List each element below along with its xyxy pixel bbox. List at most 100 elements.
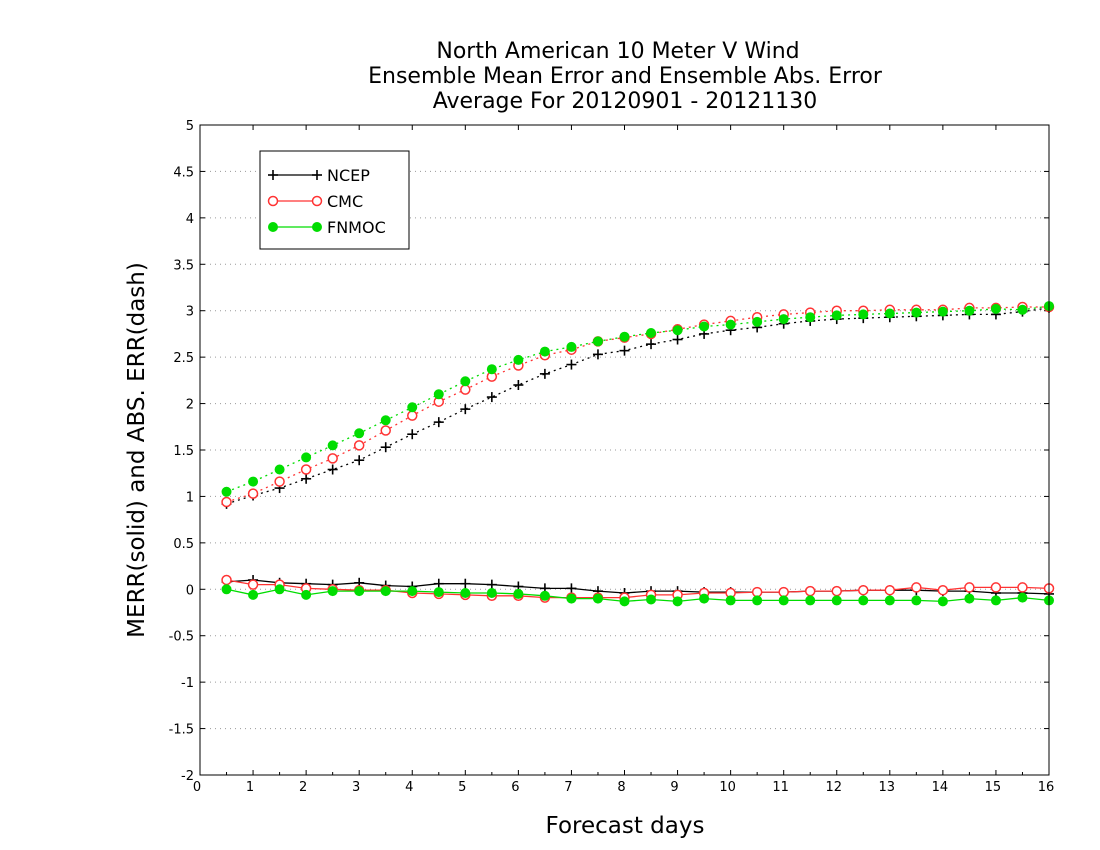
series-ncep-abs-err-point: [327, 464, 338, 475]
series-ncep-abs-err-point: [460, 404, 471, 415]
series-fnmoc-merr-point: [380, 586, 391, 597]
legend-marker-cmc: [267, 195, 279, 207]
series-fnmoc-abs-err-point: [486, 364, 497, 375]
legend-label-fnmoc: FNMOC: [327, 218, 386, 237]
series-cmc-merr-point: [778, 586, 789, 598]
y-tick-label: 0.5: [173, 537, 194, 552]
series-fnmoc-merr-point: [752, 595, 763, 606]
series-fnmoc-abs-err-point: [699, 321, 710, 332]
legend: NCEP CMC FNMOC: [259, 150, 410, 250]
series-fnmoc-abs-err-point: [752, 316, 763, 327]
y-tick-label: -1: [181, 676, 194, 691]
series-fnmoc-merr-point: [805, 595, 816, 606]
y-tick-label: 1.5: [173, 444, 194, 459]
series-fnmoc-abs-err-point: [884, 308, 895, 319]
series-ncep-merr-line: [226, 579, 1050, 595]
series-fnmoc-abs-err-point: [990, 303, 1001, 314]
series-fnmoc-abs-err-point: [937, 306, 948, 317]
series-cmc-abs-err-point: [460, 384, 471, 395]
plot-series: [221, 301, 1055, 607]
series-fnmoc-abs-err-point: [672, 325, 683, 336]
legend-item-cmc: CMC: [267, 192, 363, 211]
series-fnmoc-abs-err-point: [831, 310, 842, 321]
series-ncep-abs-err-point: [407, 429, 418, 440]
series-cmc-abs-err-line: [226, 306, 1049, 503]
x-tick-label: 1: [246, 780, 254, 795]
series-fnmoc-merr-point: [354, 586, 365, 597]
series-fnmoc-abs-err-point: [566, 341, 577, 352]
series-ncep-abs-err-point: [672, 334, 683, 345]
series-fnmoc-abs-err-point: [327, 440, 338, 451]
series-cmc-merr-point: [911, 582, 922, 593]
legend-box: [259, 150, 410, 250]
series-fnmoc-abs-err-point: [460, 376, 471, 387]
series-fnmoc-abs-err-point: [407, 402, 418, 413]
series-fnmoc-abs-err-point: [592, 336, 603, 347]
series-cmc-merr-point: [831, 585, 842, 597]
series-fnmoc-merr-point: [672, 596, 683, 607]
series-fnmoc-merr-point: [646, 594, 657, 605]
legend-marker-fnmoc: [312, 222, 322, 232]
series-ncep-abs-err-point: [592, 349, 603, 360]
series-fnmoc-merr-point: [433, 587, 444, 598]
y-tick-label: 0: [186, 583, 194, 598]
x-tick-label: 2: [299, 780, 307, 795]
series-fnmoc-merr-point: [699, 593, 710, 604]
x-tick-label: 6: [511, 780, 519, 795]
series-fnmoc-abs-err-point: [274, 464, 285, 475]
series-cmc-abs-err-point: [327, 453, 338, 464]
legend-item-ncep: NCEP: [268, 166, 370, 185]
x-tick-label: 3: [352, 780, 360, 795]
series-fnmoc-abs-err-point: [858, 309, 869, 320]
series-fnmoc-merr-point: [858, 595, 869, 606]
x-tick-labels: 0 1 2 3 4 5 6 7 8 9 10 11 12 13 14 15 16: [193, 780, 1054, 795]
series-fnmoc-merr-point: [778, 595, 789, 606]
series-cmc-merr-point: [1017, 582, 1028, 593]
series-ncep-abs-err-point: [354, 455, 365, 466]
series-fnmoc-abs-err-point: [619, 331, 630, 342]
x-tick-label: 11: [772, 780, 789, 795]
series-ncep-abs-err-point: [486, 392, 497, 403]
y-tick-label: 2: [186, 398, 194, 413]
legend-item-fnmoc: FNMOC: [268, 218, 386, 237]
series-cmc-merr-point: [247, 579, 259, 590]
x-tick-label: 13: [879, 780, 896, 795]
y-tick-label: 4.5: [173, 165, 194, 180]
series-ncep-abs-err-point: [301, 473, 312, 484]
y-gridlines: [200, 170, 1049, 730]
series-cmc-abs-err-point: [380, 425, 391, 436]
x-tick-label: 10: [719, 780, 736, 795]
series-fnmoc-abs-err-point: [725, 319, 736, 330]
series-cmc-merr-point: [937, 584, 949, 596]
legend-marker-ncep: [312, 170, 322, 180]
x-tick-label: 12: [825, 780, 842, 795]
series-fnmoc-merr-point: [725, 595, 736, 606]
x-tick-label: 15: [985, 780, 1002, 795]
series-fnmoc-abs-err-point: [513, 354, 524, 365]
series-cmc-merr-point: [221, 574, 232, 586]
series-fnmoc: [221, 301, 1054, 607]
series-fnmoc-abs-err-point: [778, 314, 789, 325]
series-fnmoc-abs-err-point: [539, 346, 550, 357]
series-cmc-abs-err-point: [247, 488, 259, 499]
series-fnmoc-abs-err-point: [911, 307, 922, 318]
x-axis-label: Forecast days: [546, 813, 705, 839]
chart-title-line-1: North American 10 Meter V Wind: [436, 39, 799, 64]
y-tick-label: -1.5: [169, 723, 194, 738]
legend-items: NCEP CMC FNMOC: [267, 166, 386, 237]
series-ncep-merr-point: [566, 583, 577, 594]
x-tick-label: 16: [1038, 780, 1055, 795]
y-tick-label: 4: [186, 212, 194, 227]
series-fnmoc-merr-point: [911, 595, 922, 606]
legend-marker-ncep: [268, 170, 278, 180]
series-fnmoc-merr-point: [248, 589, 259, 600]
series-fnmoc-abs-err-point: [380, 415, 391, 426]
series-fnmoc-abs-err-point: [1017, 304, 1028, 315]
series-fnmoc-merr-point: [884, 595, 895, 606]
series-fnmoc-abs-err-line: [226, 305, 1050, 493]
chart-title-line-3: Average For 20120901 - 20121130: [433, 89, 818, 114]
series-fnmoc-abs-err-point: [301, 452, 312, 463]
x-tick-label: 9: [670, 780, 678, 795]
series-fnmoc-merr-point: [619, 596, 630, 607]
series-ncep-abs-err-point: [539, 368, 550, 379]
